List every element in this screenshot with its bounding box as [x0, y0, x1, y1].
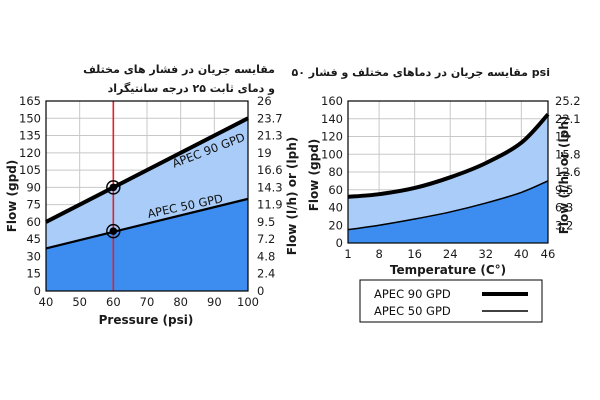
right-x-tick-labels: 1 8 16 24 32 40 46: [344, 247, 555, 261]
legend-box: [359, 279, 543, 323]
left-title-line-2: و دمای ثابت ۲۵ درجه سانتیگراد: [108, 82, 276, 95]
left-x-tick: 80: [173, 295, 188, 309]
left-y-tick: 15: [26, 267, 41, 281]
left-x-tick: 40: [39, 295, 54, 309]
left-y-tick: 120: [19, 146, 41, 160]
right-right-axis-label: Flow (l/h) or (lph): [557, 116, 571, 235]
left-title-line-1: مقایسه جریان در فشار های مختلف: [83, 63, 275, 76]
right-right-tick: 25.2: [555, 94, 581, 108]
right-y-tick: 0: [336, 236, 343, 250]
right-y-tick: 40: [328, 201, 343, 215]
left-right-tick: 11.9: [257, 198, 283, 212]
left-y-tick: 165: [19, 94, 41, 108]
left-y-axis-label: Flow (gpd): [5, 160, 19, 233]
left-right-tick: 7.2: [257, 232, 275, 246]
pressure-flow-chart: مقایسه جریان در فشار های مختلف و دمای ثا…: [5, 63, 299, 327]
right-y-tick: 20: [328, 218, 343, 232]
right-right-tick: 15.8: [555, 147, 581, 161]
right-title-line-1: مقایسه جریان در دماهای مختلف و فشار ۵۰ p…: [292, 66, 550, 79]
left-x-tick: 70: [140, 295, 155, 309]
right-plot-frame: [347, 100, 549, 244]
left-marked-points: [106, 180, 121, 239]
left-right-tick: 19: [257, 146, 272, 160]
left-right-tick-labels: 0 2.4 4.8 7.2 9.5 11.9 14.3 16.6 19 21.3 23.7 26: [257, 94, 283, 298]
right-x-tick: 16: [407, 247, 422, 261]
right-x-tick: 40: [514, 247, 529, 261]
left-plot-frame: [45, 100, 249, 292]
right-y-tick: 120: [321, 130, 343, 144]
right-y-tick: 60: [328, 183, 343, 197]
right-legend: APEC 90 GPD APEC 50 GPD: [359, 279, 543, 323]
right-x-tick: 8: [375, 247, 382, 261]
right-x-tick: 32: [478, 247, 493, 261]
right-x-tick: 24: [443, 247, 458, 261]
temperature-flow-chart: مقایسه جریان در دماهای مختلف و فشار ۵۰ p…: [292, 66, 581, 323]
right-line-apec-90: [347, 112, 550, 199]
left-area-apec-90: [46, 118, 248, 249]
left-y-tick: 60: [26, 215, 41, 229]
right-x-tick: 46: [541, 247, 556, 261]
right-area-apec-50: [348, 180, 548, 243]
left-right-tick: 0: [257, 284, 264, 298]
left-y-tick-labels: 0 15 30 45 60 75 90 105 120 135 150 165: [19, 94, 41, 298]
right-right-tick: 12.6: [555, 165, 581, 179]
right-y-tick: 100: [321, 147, 343, 161]
marked-point: [106, 223, 121, 239]
left-x-tick: 90: [207, 295, 222, 309]
left-x-tick: 60: [106, 295, 121, 309]
left-y-tick: 30: [26, 249, 41, 263]
right-right-tick-labels: 3.2 6.3 9.5 12.6 15.8 19 22.1 25.2: [555, 94, 581, 232]
left-x-tick: 50: [72, 295, 87, 309]
left-area-apec-50: [46, 198, 248, 291]
right-x-axis-label: Temperature (C°): [390, 263, 506, 277]
right-right-tick: 6.3: [555, 201, 573, 215]
left-y-tick: 45: [26, 232, 41, 246]
right-y-tick: 140: [321, 112, 343, 126]
right-right-tick: 19: [555, 130, 570, 144]
left-y-tick: 105: [19, 163, 41, 177]
left-line-apec-50: [45, 197, 249, 250]
right-right-tick: 3.2: [555, 218, 573, 232]
right-area-apec-90: [348, 114, 548, 230]
left-right-tick: 4.8: [257, 249, 275, 263]
left-right-tick: 26: [257, 94, 272, 108]
left-right-axis-label: Flow (l/h) or (lph): [285, 137, 299, 256]
right-line-apec-50: [347, 180, 549, 231]
right-x-tick: 1: [344, 247, 351, 261]
right-right-tick: 9.5: [555, 183, 573, 197]
left-right-tick: 2.4: [257, 267, 275, 281]
left-y-tick: 75: [26, 198, 41, 212]
left-right-tick: 21.3: [257, 129, 283, 143]
left-y-tick: 0: [34, 284, 41, 298]
left-y-tick: 135: [19, 129, 41, 143]
right-right-tick: 22.1: [555, 112, 581, 126]
left-right-tick: 23.7: [257, 111, 283, 125]
legend-label-apec-90: APEC 90 GPD: [374, 287, 451, 301]
left-right-tick: 16.6: [257, 163, 283, 177]
left-x-axis-label: Pressure (psi): [99, 313, 194, 327]
right-y-tick: 160: [321, 94, 343, 108]
right-y-axis-label: Flow (gpd): [307, 139, 321, 212]
left-right-tick: 14.3: [257, 180, 283, 194]
right-y-tick: 80: [328, 165, 343, 179]
left-right-tick: 9.5: [257, 215, 275, 229]
left-y-tick: 90: [26, 180, 41, 194]
right-y-tick-labels: 0 20 40 60 80 100 120 140 160: [321, 94, 343, 250]
left-y-tick: 150: [19, 111, 41, 125]
left-x-tick: 100: [237, 295, 259, 309]
legend-label-apec-50: APEC 50 GPD: [374, 304, 451, 318]
marked-point: [106, 180, 121, 195]
left-line-apec-90: [45, 116, 249, 224]
left-x-tick-labels: 40 50 60 70 80 90 100: [39, 295, 259, 309]
